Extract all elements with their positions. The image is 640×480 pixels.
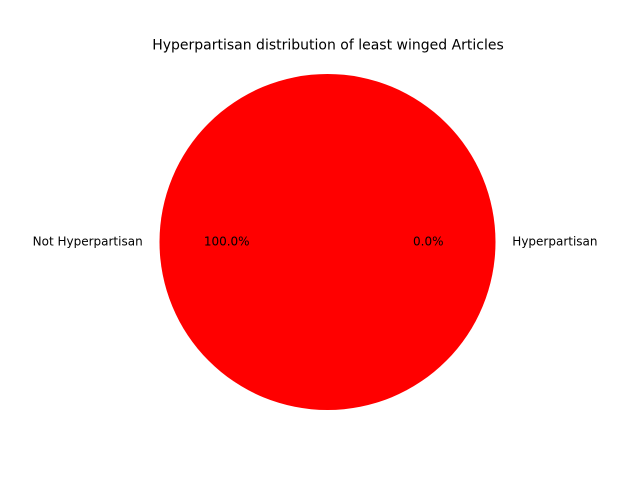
slice-label-hyperpartisan: Hyperpartisan [512,235,597,249]
pie-labels: Hyperpartisan 0.0% Not Hyperpartisan 100.0% [33,235,598,249]
slice-label-not-hyperpartisan: Not Hyperpartisan [33,235,143,249]
pie-slice-not-hyperpartisan [159,74,496,410]
pie-slices [159,74,496,410]
chart-title: Hyperpartisan distribution of least wing… [152,38,504,54]
slice-percent-not-hyperpartisan: 100.0% [204,235,250,249]
slice-percent-hyperpartisan: 0.0% [413,235,444,249]
